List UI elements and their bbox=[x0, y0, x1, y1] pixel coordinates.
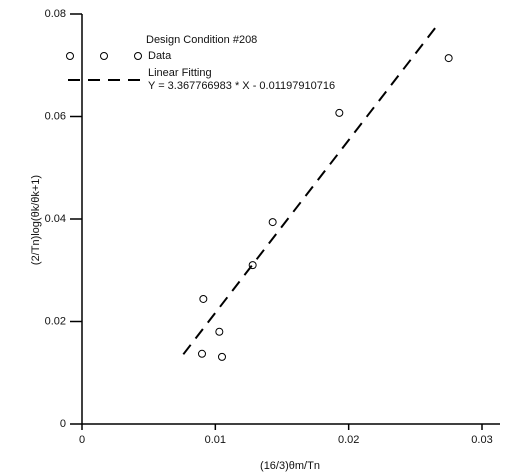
y-tick-label: 0.06 bbox=[45, 110, 66, 122]
y-axis-label: (2/Tn)log(θk/θk+1) bbox=[30, 175, 42, 265]
legend-title: Design Condition #208 bbox=[146, 34, 257, 46]
x-axis-label: (16/3)θm/Tn bbox=[260, 460, 320, 472]
legend-marker bbox=[66, 52, 74, 60]
y-tick-label: 0 bbox=[60, 418, 66, 430]
data-point bbox=[215, 327, 224, 336]
legend-marker bbox=[100, 52, 108, 60]
x-tick-label: 0.03 bbox=[471, 434, 492, 446]
data-point bbox=[335, 108, 344, 117]
y-tick-label: 0.02 bbox=[45, 315, 66, 327]
data-point bbox=[218, 352, 226, 361]
y-tick-label: 0.08 bbox=[45, 8, 66, 20]
legend-marker bbox=[134, 52, 142, 60]
fit-line bbox=[182, 27, 437, 355]
legend-label: Data bbox=[148, 50, 172, 62]
x-tick-label: 0.02 bbox=[338, 434, 359, 446]
x-tick-label: 0.01 bbox=[205, 434, 226, 446]
data-point bbox=[444, 54, 453, 63]
data-point bbox=[268, 218, 277, 227]
data-point bbox=[248, 261, 257, 270]
legend-equation: Y = 3.367766983 * X - 0.01197910716 bbox=[148, 80, 335, 92]
data-point bbox=[199, 294, 208, 303]
x-tick-label: 0 bbox=[79, 434, 85, 446]
y-tick-label: 0.04 bbox=[45, 213, 66, 225]
legend-label: Linear Fitting bbox=[148, 67, 212, 79]
data-point bbox=[198, 349, 206, 358]
